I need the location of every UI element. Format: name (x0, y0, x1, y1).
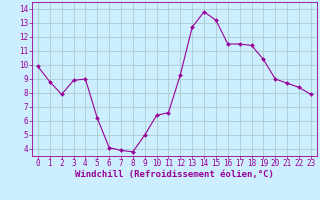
X-axis label: Windchill (Refroidissement éolien,°C): Windchill (Refroidissement éolien,°C) (75, 170, 274, 179)
